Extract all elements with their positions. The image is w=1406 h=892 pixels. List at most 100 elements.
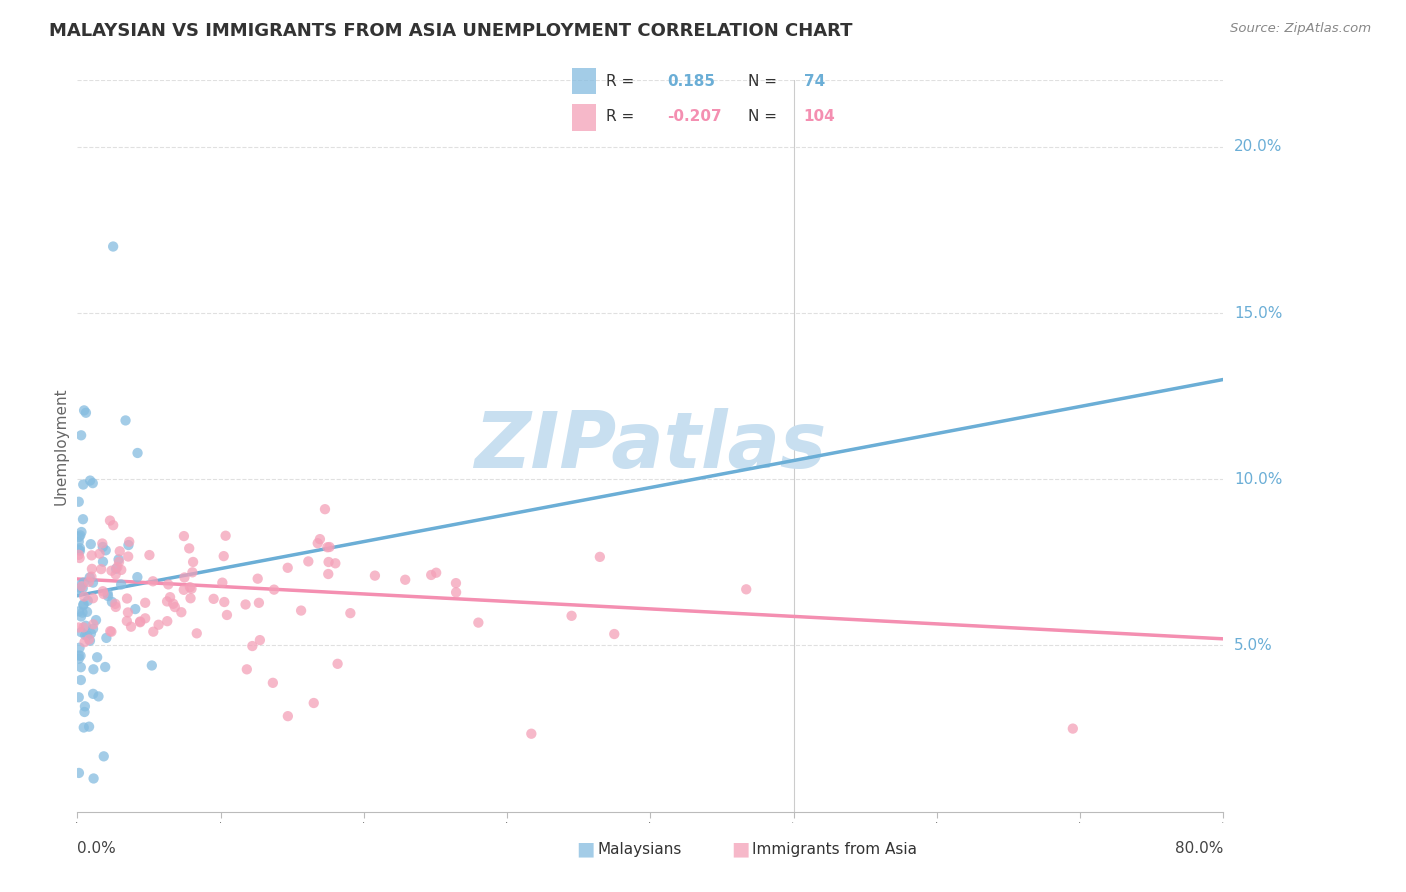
Point [129,615,152,629]
Point [129,615,152,630]
Point [67,495,90,509]
Point [91,540,114,554]
Point [186,626,208,640]
Point [77,632,100,647]
Point [82,622,104,636]
Point [67,534,90,549]
Point [91,536,114,550]
Point [314,502,336,516]
Point [73,705,96,719]
Point [115,591,138,606]
Point [236,662,259,676]
Point [114,413,136,427]
Point [134,611,156,625]
Point [180,591,202,606]
Point [103,518,125,533]
Point [70,428,93,442]
Point [309,532,332,546]
Point [316,567,339,582]
Point [214,529,236,543]
Point [100,564,122,578]
Point [98,514,121,528]
Point [105,562,128,576]
Point [117,606,139,620]
Text: 80.0%: 80.0% [1175,841,1223,856]
Point [262,676,284,690]
Point [98,624,121,639]
Point [249,633,271,648]
Point [307,536,329,550]
Point [326,657,349,671]
Point [76,594,98,608]
Point [170,605,193,619]
Point [179,541,201,556]
Point [79,633,101,648]
Point [364,568,387,582]
Point [80,549,103,563]
Point [173,570,195,584]
Point [70,609,93,624]
Point [73,721,96,735]
Point [90,562,112,576]
Point [212,549,235,563]
Point [69,648,91,663]
Point [91,555,114,569]
Point [325,557,347,571]
Point [80,562,103,576]
Point [73,699,96,714]
Point [142,574,165,589]
Point [156,594,179,608]
Point [72,606,94,620]
Point [120,620,142,634]
Point [75,628,97,642]
Point [277,709,299,723]
Point [97,589,120,603]
Point [67,620,90,634]
Point [110,563,132,577]
Point [79,474,101,488]
Point [1062,722,1084,736]
Point [520,727,543,741]
Point [67,548,90,562]
Point [69,640,91,655]
Point [173,582,195,597]
Text: R =: R = [606,109,638,124]
Point [127,570,149,584]
Point [93,587,115,601]
Text: N =: N = [748,73,782,88]
Point [290,604,312,618]
Point [70,524,93,539]
Text: 74: 74 [804,73,825,88]
Point [425,566,447,580]
Point [69,660,91,674]
Point [72,581,94,595]
Point [69,578,91,592]
Point [69,543,91,558]
Point [214,595,236,609]
Point [138,548,160,562]
Point [67,604,90,618]
Point [603,627,626,641]
Point [316,541,339,555]
Point [117,538,139,552]
Point [107,552,129,566]
Bar [572,68,596,95]
Point [69,541,91,556]
Point [70,625,93,640]
Point [247,596,270,610]
Point [67,648,90,663]
Point [420,568,443,582]
Text: MALAYSIAN VS IMMIGRANTS FROM ASIA UNEMPLOYMENT CORRELATION CHART: MALAYSIAN VS IMMIGRANTS FROM ASIA UNEMPL… [49,22,852,40]
Point [67,690,90,705]
Point [73,590,96,604]
Point [318,540,340,554]
Point [73,403,96,417]
Point [101,595,124,609]
Text: 10.0%: 10.0% [1234,472,1282,487]
Text: 20.0%: 20.0% [1234,139,1282,154]
Point [124,602,146,616]
Point [263,582,285,597]
Point [82,617,104,632]
Point [162,597,184,611]
Point [69,551,91,566]
